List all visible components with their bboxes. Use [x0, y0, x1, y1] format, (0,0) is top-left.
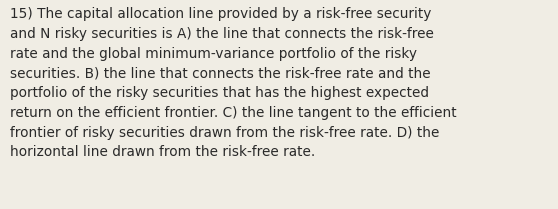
Text: 15) The capital allocation line provided by a risk-free security
and N risky sec: 15) The capital allocation line provided…: [10, 7, 456, 159]
